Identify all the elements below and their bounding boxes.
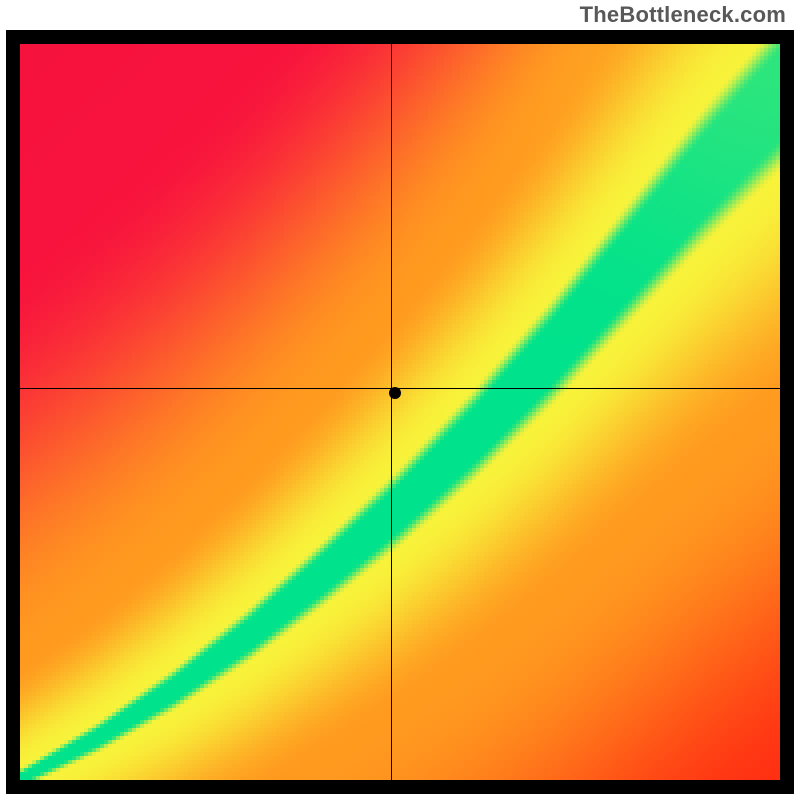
attribution-text: TheBottleneck.com	[580, 2, 786, 28]
bottleneck-heatmap	[20, 44, 780, 780]
chart-container: TheBottleneck.com	[0, 0, 800, 800]
crosshair-vertical	[391, 44, 392, 780]
plot-area	[20, 44, 780, 780]
data-point-marker	[389, 387, 401, 399]
